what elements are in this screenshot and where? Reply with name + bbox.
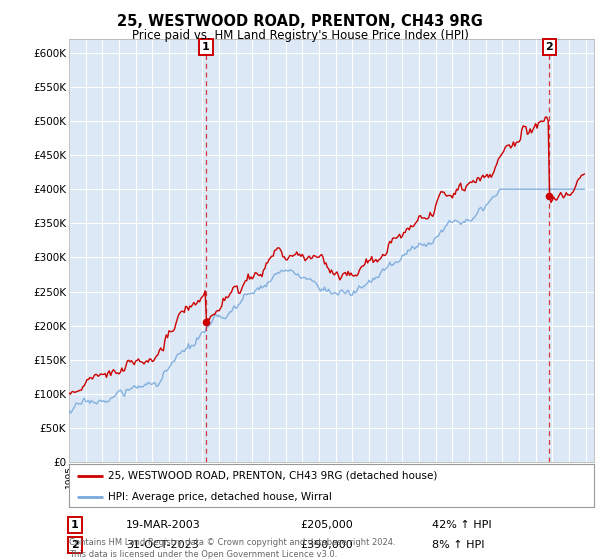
- Text: HPI: Average price, detached house, Wirral: HPI: Average price, detached house, Wirr…: [109, 492, 332, 502]
- Text: Contains HM Land Registry data © Crown copyright and database right 2024.
This d: Contains HM Land Registry data © Crown c…: [69, 538, 395, 559]
- Text: 2: 2: [71, 540, 79, 550]
- Text: 19-MAR-2003: 19-MAR-2003: [126, 520, 201, 530]
- Text: 8% ↑ HPI: 8% ↑ HPI: [432, 540, 485, 550]
- Text: 2: 2: [545, 42, 553, 52]
- Text: 25, WESTWOOD ROAD, PRENTON, CH43 9RG: 25, WESTWOOD ROAD, PRENTON, CH43 9RG: [117, 14, 483, 29]
- Text: £205,000: £205,000: [300, 520, 353, 530]
- Text: £390,000: £390,000: [300, 540, 353, 550]
- Text: 25, WESTWOOD ROAD, PRENTON, CH43 9RG (detached house): 25, WESTWOOD ROAD, PRENTON, CH43 9RG (de…: [109, 471, 438, 480]
- Text: 42% ↑ HPI: 42% ↑ HPI: [432, 520, 491, 530]
- Text: 31-OCT-2023: 31-OCT-2023: [126, 540, 199, 550]
- Text: Price paid vs. HM Land Registry's House Price Index (HPI): Price paid vs. HM Land Registry's House …: [131, 29, 469, 42]
- Text: 1: 1: [202, 42, 210, 52]
- Text: 1: 1: [71, 520, 79, 530]
